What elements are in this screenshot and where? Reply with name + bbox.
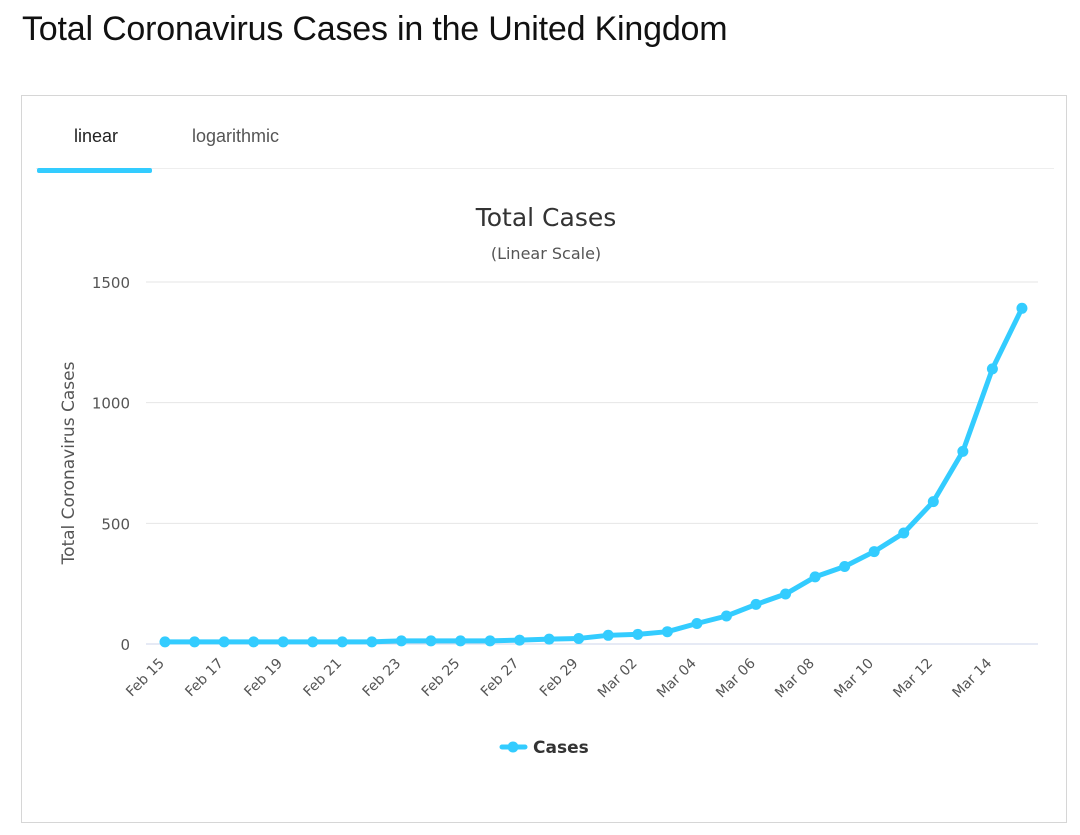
y-tick-label: 1500 bbox=[92, 274, 130, 292]
page-title: Total Coronavirus Cases in the United Ki… bbox=[22, 10, 728, 48]
legend[interactable]: Cases bbox=[499, 738, 589, 758]
data-point[interactable] bbox=[366, 636, 378, 648]
y-tick-label: 500 bbox=[101, 515, 130, 533]
series-line bbox=[162, 305, 1025, 645]
data-point[interactable] bbox=[750, 598, 762, 610]
data-point[interactable] bbox=[573, 632, 585, 644]
x-tick-label: Mar 06 bbox=[713, 655, 759, 701]
data-point[interactable] bbox=[957, 445, 969, 457]
tab-logarithmic[interactable]: logarithmic bbox=[192, 126, 280, 146]
x-tick-label: Mar 02 bbox=[595, 656, 641, 702]
x-tick-label: Mar 08 bbox=[772, 656, 818, 702]
data-point[interactable] bbox=[336, 636, 348, 648]
data-point[interactable] bbox=[189, 636, 201, 648]
data-point[interactable] bbox=[839, 561, 851, 573]
data-point[interactable] bbox=[484, 635, 496, 647]
data-point[interactable] bbox=[277, 636, 289, 648]
x-tick-label: Feb 25 bbox=[419, 656, 464, 701]
scale-tabs: linear logarithmic bbox=[36, 96, 1054, 173]
active-tab-indicator bbox=[37, 168, 152, 173]
data-point[interactable] bbox=[455, 635, 466, 647]
chart-panel: linear logarithmic Total Cases (Linear S… bbox=[21, 95, 1067, 823]
data-point[interactable] bbox=[868, 546, 880, 558]
data-point[interactable] bbox=[632, 628, 644, 640]
data-point[interactable] bbox=[159, 636, 171, 648]
line-chart: Total Cases (Linear Scale) Total Coronav… bbox=[59, 203, 1038, 758]
data-point[interactable] bbox=[780, 588, 792, 600]
legend-marker bbox=[507, 741, 519, 753]
x-tick-label: Feb 17 bbox=[182, 656, 227, 701]
chart-subtitle: (Linear Scale) bbox=[491, 244, 601, 263]
data-point[interactable] bbox=[543, 633, 555, 645]
data-point[interactable] bbox=[661, 626, 673, 638]
data-point[interactable] bbox=[218, 636, 230, 648]
data-point[interactable] bbox=[307, 636, 319, 648]
data-point[interactable] bbox=[898, 527, 910, 539]
x-tick-label: Feb 15 bbox=[123, 656, 168, 701]
y-tick-label: 0 bbox=[120, 636, 130, 654]
data-point[interactable] bbox=[809, 571, 821, 583]
grid-lines bbox=[146, 281, 1038, 645]
y-axis-label: Total Coronavirus Cases bbox=[59, 361, 79, 565]
x-tick-label: Feb 29 bbox=[537, 656, 582, 701]
data-point[interactable] bbox=[602, 629, 614, 641]
data-point[interactable] bbox=[986, 363, 998, 375]
data-point[interactable] bbox=[691, 617, 703, 629]
chart-title: Total Cases bbox=[475, 203, 617, 232]
x-tick-label: Feb 19 bbox=[241, 656, 286, 701]
y-tick-label: 1000 bbox=[92, 395, 130, 413]
x-tick-label: Mar 10 bbox=[831, 656, 877, 702]
x-tick-label: Mar 04 bbox=[654, 655, 700, 701]
x-tick-label: Feb 27 bbox=[478, 656, 523, 701]
data-point[interactable] bbox=[927, 496, 939, 508]
data-point[interactable] bbox=[514, 634, 526, 646]
data-point[interactable] bbox=[720, 610, 732, 622]
data-point[interactable] bbox=[248, 636, 260, 648]
x-tick-labels: Feb 15 Feb 17 Feb 19 Feb 21 Feb 23 Feb 25 Feb … bbox=[123, 655, 995, 701]
x-tick-label: Feb 21 bbox=[301, 656, 346, 701]
x-tick-label: Feb 23 bbox=[360, 656, 405, 701]
series-cases bbox=[159, 302, 1028, 648]
x-tick-label: Mar 12 bbox=[890, 656, 936, 702]
data-point[interactable] bbox=[1016, 302, 1028, 314]
legend-label[interactable]: Cases bbox=[533, 738, 589, 758]
tab-linear[interactable]: linear bbox=[74, 126, 119, 146]
data-point[interactable] bbox=[395, 635, 407, 647]
data-point[interactable] bbox=[425, 635, 437, 647]
x-tick-label: Mar 14 bbox=[949, 655, 995, 701]
y-tick-labels: 0 500 1000 1500 bbox=[92, 274, 130, 654]
